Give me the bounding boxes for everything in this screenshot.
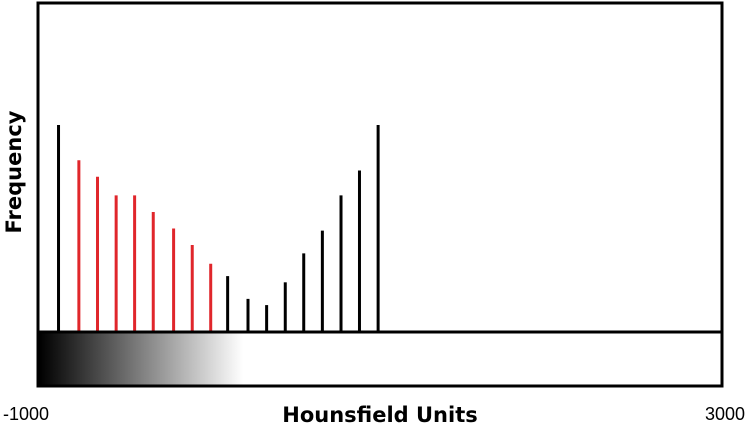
x-axis-title: Hounsfield Units (282, 403, 478, 427)
x-tick-label-min: -1000 (3, 404, 49, 424)
y-axis-title: Frequency (2, 110, 26, 233)
plot-frame (36, 1, 724, 388)
grayscale-gradient-fill (39, 333, 244, 385)
x-tick-label-max: 3000 (705, 404, 745, 424)
histogram-bars (57, 125, 380, 332)
